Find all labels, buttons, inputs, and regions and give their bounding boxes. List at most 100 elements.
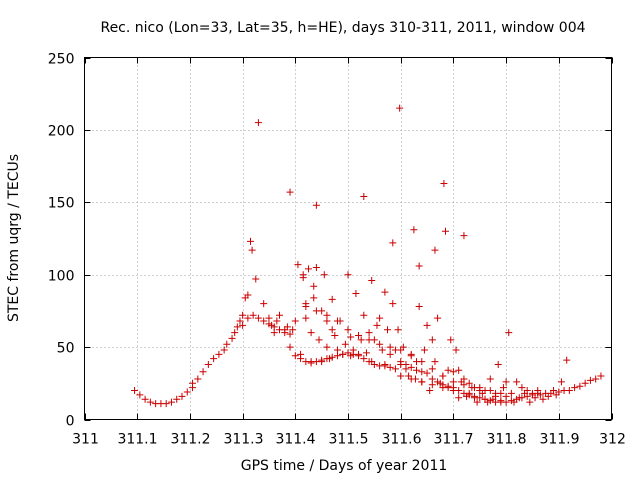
y-tick-label: 200 bbox=[48, 124, 75, 140]
data-point bbox=[286, 188, 294, 196]
data-point bbox=[352, 290, 360, 298]
y-tick-label: 50 bbox=[57, 341, 75, 357]
data-point bbox=[341, 340, 349, 348]
data-point bbox=[465, 391, 473, 399]
data-point bbox=[199, 368, 207, 376]
data-point bbox=[555, 388, 563, 396]
data-point bbox=[420, 346, 428, 354]
data-point bbox=[286, 343, 294, 351]
data-point bbox=[415, 303, 423, 311]
data-point bbox=[476, 384, 484, 392]
data-point bbox=[315, 336, 323, 344]
data-point bbox=[339, 350, 347, 358]
data-point bbox=[402, 360, 410, 368]
data-point bbox=[563, 356, 571, 364]
data-point bbox=[592, 375, 600, 383]
y-tick-label: 150 bbox=[48, 196, 75, 212]
data-point bbox=[254, 314, 262, 322]
data-point bbox=[444, 366, 452, 374]
data-point bbox=[473, 398, 481, 406]
data-point bbox=[505, 329, 513, 337]
data-point bbox=[397, 346, 405, 354]
data-point bbox=[368, 276, 376, 284]
data-point bbox=[289, 326, 297, 334]
data-point bbox=[449, 378, 457, 386]
data-point bbox=[441, 227, 449, 235]
data-point bbox=[344, 271, 352, 279]
data-point bbox=[384, 326, 392, 334]
data-point bbox=[362, 349, 370, 357]
data-point bbox=[273, 317, 281, 325]
data-point bbox=[431, 358, 439, 366]
data-point bbox=[378, 346, 386, 354]
data-point bbox=[397, 372, 405, 380]
data-point bbox=[370, 360, 378, 368]
data-point bbox=[307, 329, 315, 337]
data-point bbox=[360, 311, 368, 319]
data-point bbox=[528, 391, 536, 399]
data-point bbox=[389, 300, 397, 308]
data-point bbox=[439, 372, 447, 380]
data-point bbox=[381, 288, 389, 296]
data-point bbox=[347, 333, 355, 341]
data-point bbox=[312, 307, 320, 315]
data-point bbox=[499, 384, 507, 392]
data-point bbox=[360, 355, 368, 363]
data-point bbox=[323, 343, 331, 351]
plot-frame bbox=[84, 57, 612, 420]
data-point bbox=[586, 376, 594, 384]
data-point bbox=[247, 237, 255, 245]
data-point bbox=[386, 350, 394, 358]
data-point bbox=[239, 311, 247, 319]
data-point bbox=[233, 323, 241, 331]
data-point bbox=[344, 326, 352, 334]
data-point bbox=[204, 360, 212, 368]
data-point bbox=[465, 379, 473, 387]
data-point bbox=[486, 397, 494, 405]
data-point bbox=[407, 375, 415, 383]
data-point bbox=[323, 311, 331, 319]
data-point bbox=[507, 397, 515, 405]
data-point bbox=[360, 193, 368, 201]
data-point bbox=[323, 355, 331, 363]
data-point bbox=[302, 314, 310, 322]
data-point bbox=[357, 336, 365, 344]
data-point bbox=[249, 311, 257, 319]
data-point bbox=[183, 388, 191, 396]
data-point bbox=[534, 389, 542, 397]
data-point bbox=[320, 271, 328, 279]
x-tick-label: 311.2 bbox=[170, 432, 210, 448]
data-point bbox=[396, 104, 404, 112]
x-tick-label: 312 bbox=[599, 432, 626, 448]
data-point bbox=[513, 395, 521, 403]
data-point bbox=[565, 387, 573, 395]
data-point bbox=[283, 323, 291, 331]
data-point bbox=[312, 263, 320, 271]
x-tick-label: 311.8 bbox=[486, 432, 526, 448]
data-point bbox=[376, 340, 384, 348]
data-point bbox=[328, 295, 336, 303]
data-point bbox=[281, 329, 289, 337]
data-point bbox=[426, 387, 434, 395]
data-point bbox=[581, 379, 589, 387]
data-point bbox=[291, 352, 299, 360]
data-point bbox=[173, 395, 181, 403]
data-point bbox=[428, 381, 436, 389]
data-point bbox=[386, 363, 394, 371]
y-axis-label: STEC from uqrg / TECUs bbox=[6, 154, 22, 322]
data-point bbox=[389, 239, 397, 247]
data-point bbox=[310, 282, 318, 290]
data-point bbox=[439, 384, 447, 392]
y-tick-label: 0 bbox=[66, 414, 75, 430]
data-point bbox=[502, 392, 510, 400]
data-point bbox=[557, 378, 565, 386]
data-point bbox=[428, 365, 436, 373]
data-point bbox=[597, 372, 605, 380]
data-point bbox=[294, 261, 302, 269]
data-point bbox=[260, 317, 268, 325]
data-point bbox=[210, 355, 218, 363]
data-point bbox=[447, 336, 455, 344]
data-point bbox=[413, 366, 421, 374]
data-point bbox=[275, 311, 283, 319]
data-point bbox=[440, 179, 448, 187]
